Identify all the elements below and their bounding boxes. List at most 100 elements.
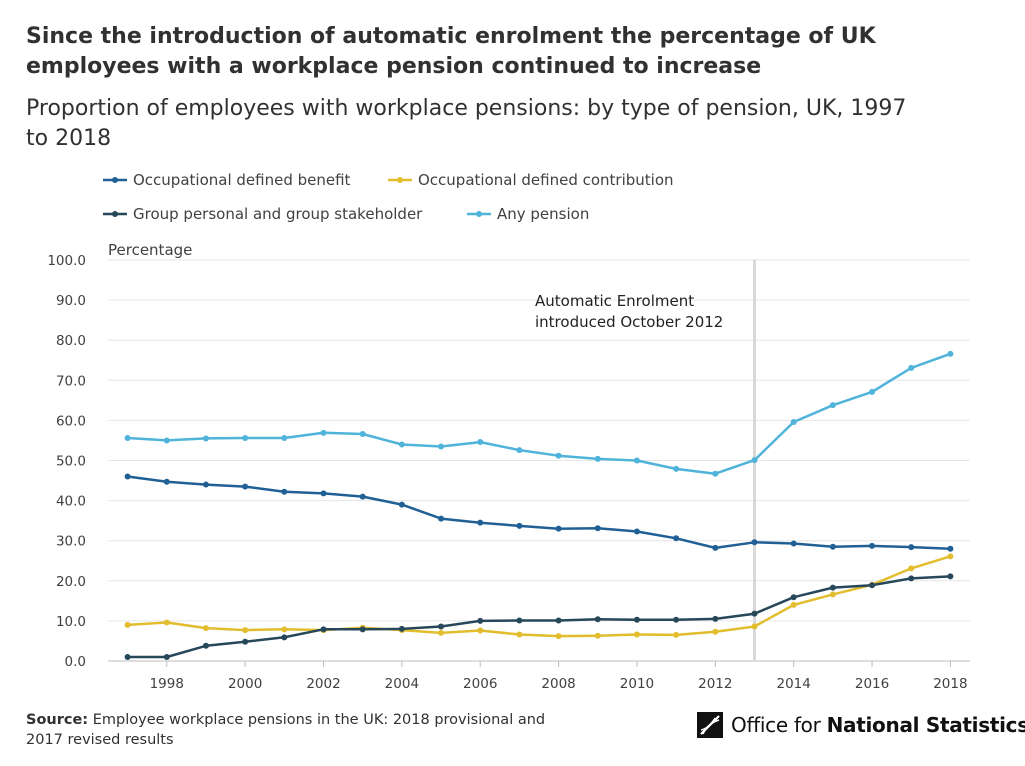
data-point <box>712 615 719 622</box>
data-point <box>359 626 366 633</box>
data-point <box>751 539 758 546</box>
data-point <box>477 627 484 634</box>
data-point <box>712 628 719 635</box>
data-point <box>163 653 170 660</box>
legend-label-occupational-db: Occupational defined benefit <box>133 171 351 189</box>
data-point <box>673 535 680 542</box>
data-point <box>947 553 954 560</box>
data-point <box>947 573 954 580</box>
data-point <box>829 543 836 550</box>
source-text: Employee workplace pensions in the UK: 2… <box>26 712 546 748</box>
data-point <box>202 642 209 649</box>
data-point <box>712 470 719 477</box>
data-point <box>242 435 249 442</box>
ons-logo-text-regular: Office for <box>731 713 827 737</box>
data-point <box>673 465 680 472</box>
chart-source: Source: Employee workplace pensions in t… <box>26 710 566 750</box>
chart-headline: Since the introduction of automatic enro… <box>26 24 876 79</box>
data-point <box>398 501 405 508</box>
ons-logo-text-bold: National Statistics <box>826 713 1025 737</box>
data-point <box>202 625 209 632</box>
x-tick-label: 2006 <box>463 676 497 692</box>
data-point <box>202 481 209 488</box>
x-tick-label: 2016 <box>855 676 889 692</box>
data-point <box>712 544 719 551</box>
data-point <box>124 653 131 660</box>
data-point <box>594 525 601 532</box>
data-point <box>908 565 915 572</box>
data-point <box>359 493 366 500</box>
data-point <box>947 545 954 552</box>
x-tick-label: 2000 <box>228 676 262 692</box>
data-point <box>124 473 131 480</box>
data-point <box>908 575 915 582</box>
data-point <box>320 626 327 633</box>
data-point <box>438 623 445 630</box>
data-point <box>633 457 640 464</box>
data-point <box>555 617 562 624</box>
data-point <box>163 437 170 444</box>
legend-item-occupational-dc[interactable]: Occupational defined contribution <box>388 171 674 189</box>
data-point <box>281 488 288 495</box>
legend-item-group-personal[interactable]: Group personal and group stakeholder <box>103 205 422 223</box>
data-point <box>398 625 405 632</box>
data-point <box>438 515 445 522</box>
y-tick-label: 90.0 <box>56 293 86 309</box>
data-point <box>790 419 797 426</box>
data-point <box>163 619 170 626</box>
data-point <box>163 478 170 485</box>
x-tick-label: 2010 <box>620 676 654 692</box>
series-line <box>127 475 951 550</box>
y-tick-label: 70.0 <box>56 373 86 389</box>
data-point <box>242 638 249 645</box>
data-point <box>829 584 836 591</box>
series-line <box>127 575 951 659</box>
data-point <box>555 633 562 640</box>
data-point <box>594 632 601 639</box>
data-point <box>751 623 758 630</box>
legend-swatch-any-pension <box>467 211 491 217</box>
data-point <box>281 634 288 641</box>
x-tick-label: 2014 <box>777 676 811 692</box>
data-point <box>947 350 954 357</box>
data-point <box>516 631 523 638</box>
legend-label-occupational-dc: Occupational defined contribution <box>418 171 674 189</box>
data-point <box>202 435 209 442</box>
legend-item-occupational-db[interactable]: Occupational defined benefit <box>103 171 350 189</box>
y-tick-label: 60.0 <box>56 413 86 429</box>
legend-label-any-pension: Any pension <box>497 205 590 223</box>
ons-logo-text: Office for National Statistics <box>731 713 1025 737</box>
data-point <box>869 542 876 549</box>
ons-logo[interactable]: Office for National Statistics <box>697 712 1025 738</box>
data-point <box>320 429 327 436</box>
data-point <box>673 616 680 623</box>
legend-swatch-group-personal <box>103 211 127 217</box>
ons-logo-icon <box>697 712 723 738</box>
data-point <box>633 528 640 535</box>
annotation-label: introduced October 2012 <box>535 313 723 331</box>
data-point <box>633 631 640 638</box>
chart-subtitle: Proportion of employees with workplace p… <box>26 96 907 151</box>
y-tick-label: 10.0 <box>56 614 86 630</box>
data-point <box>242 627 249 634</box>
y-tick-label: 20.0 <box>56 574 86 590</box>
data-point <box>281 435 288 442</box>
legend-item-any-pension[interactable]: Any pension <box>467 205 589 223</box>
data-point <box>555 525 562 532</box>
data-point <box>908 364 915 371</box>
data-point <box>633 616 640 623</box>
legend-swatch-occupational-dc <box>388 177 412 183</box>
data-point <box>281 626 288 633</box>
series-line <box>127 352 951 475</box>
y-tick-label: 0.0 <box>65 654 86 670</box>
data-point <box>869 582 876 589</box>
data-point <box>398 441 405 448</box>
data-point <box>594 616 601 623</box>
data-point <box>869 388 876 395</box>
y-tick-label: 30.0 <box>56 534 86 550</box>
x-tick-label: 2008 <box>541 676 575 692</box>
data-point <box>124 435 131 442</box>
data-point <box>829 402 836 409</box>
x-tick-label: 2002 <box>306 676 340 692</box>
data-point <box>359 431 366 438</box>
